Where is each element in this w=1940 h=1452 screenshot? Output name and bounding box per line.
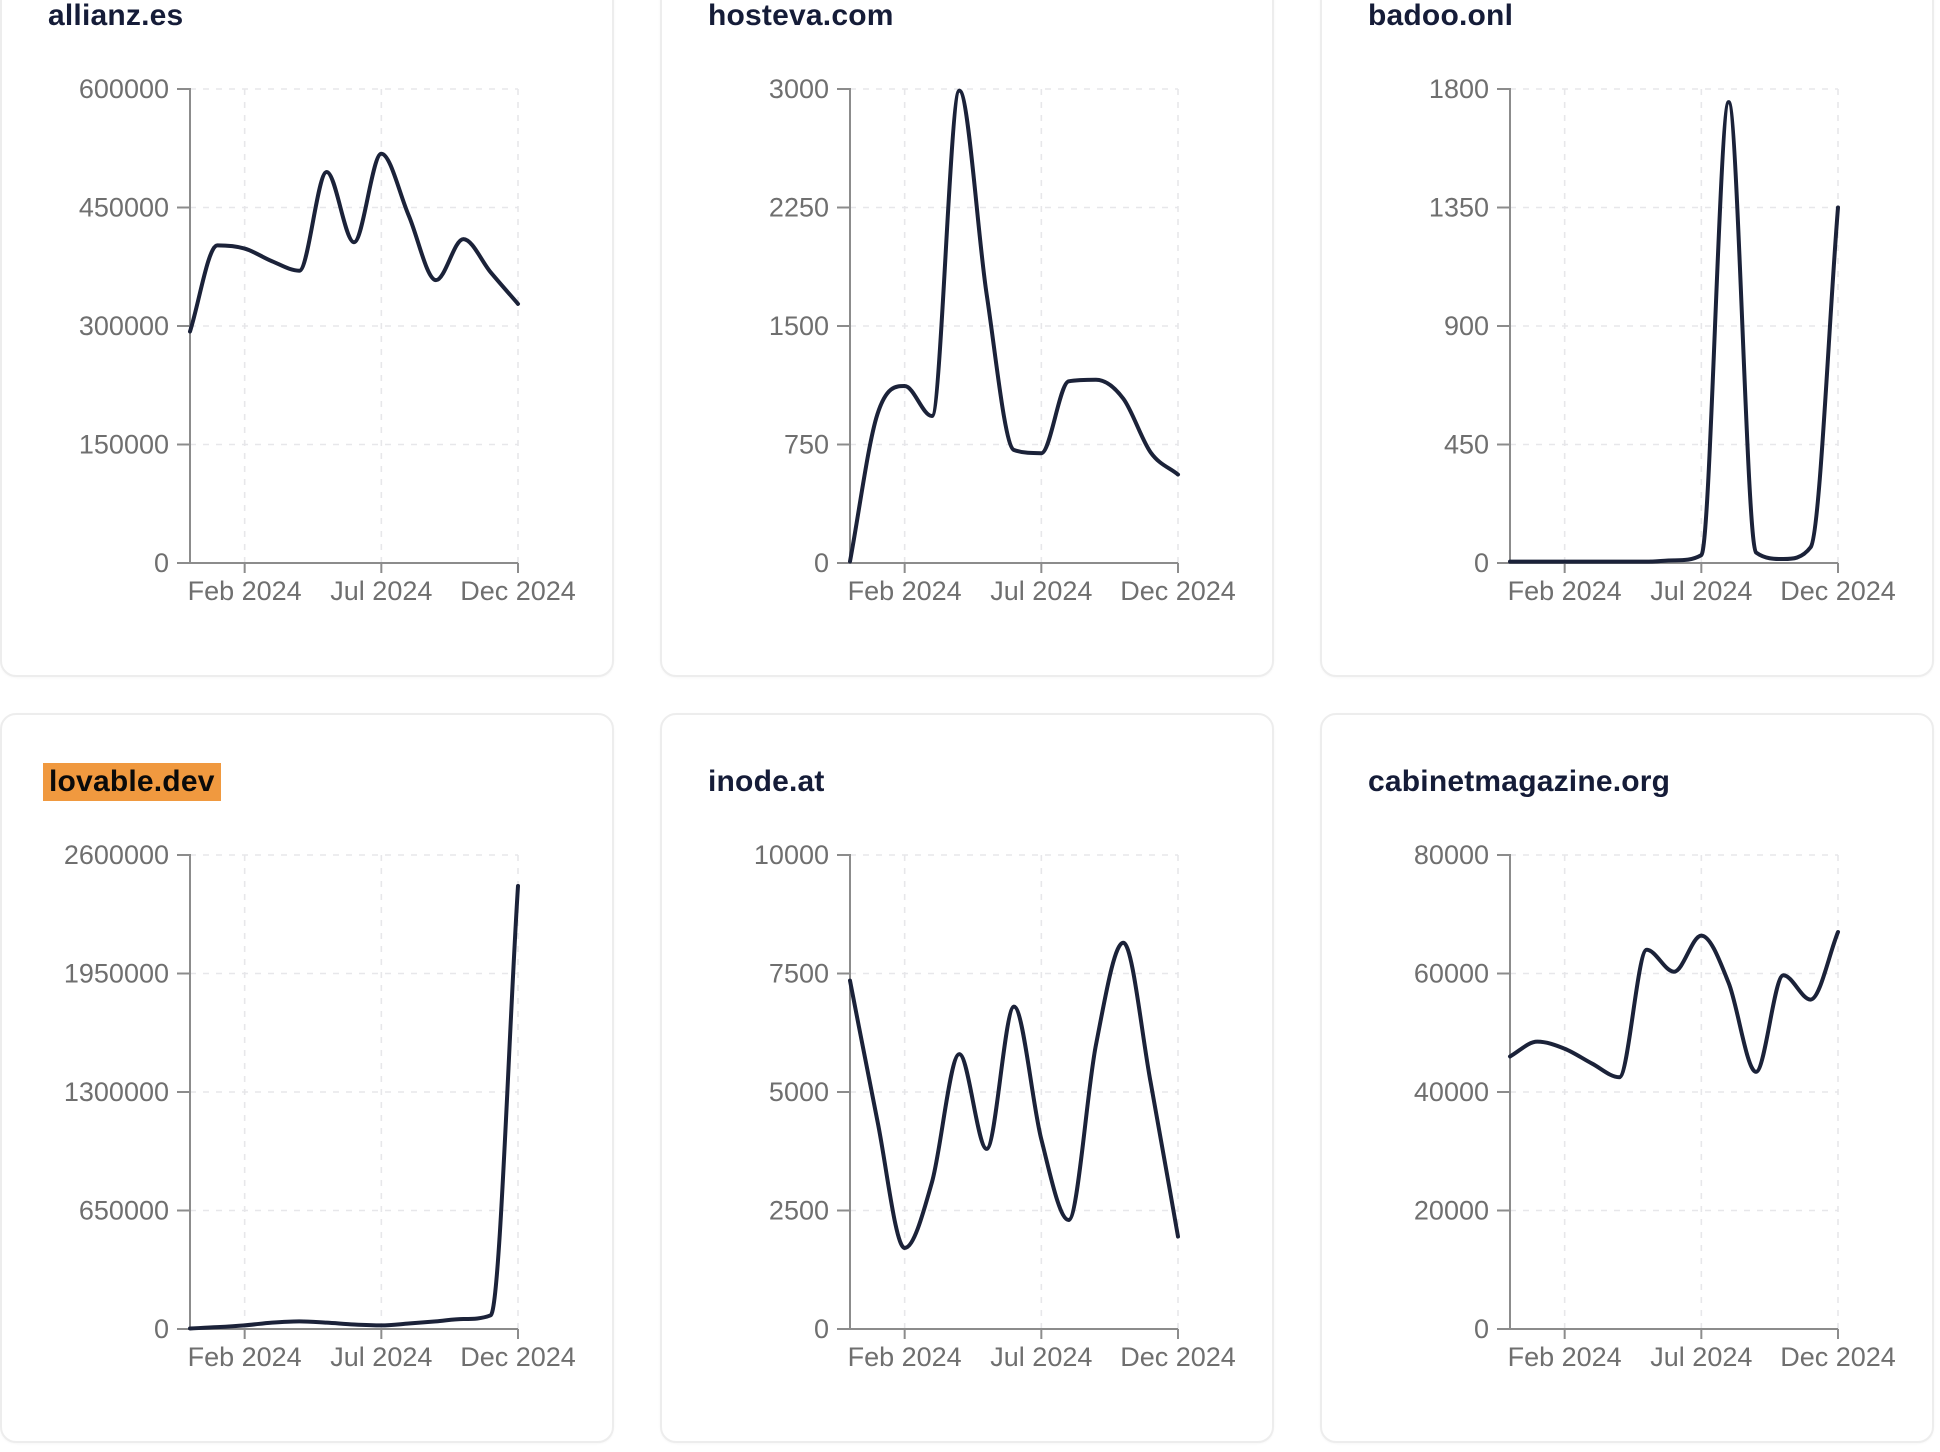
x-axis-tick-label: Feb 2024 <box>1508 1342 1622 1372</box>
x-axis-tick-label: Feb 2024 <box>188 576 302 606</box>
y-axis <box>837 854 851 1330</box>
domain-title-text: lovable.dev <box>43 763 221 801</box>
y-axis-tick-label: 3000 <box>769 74 829 104</box>
domain-card[interactable]: lovable.dev 0 650000 1300000 1950000 2600000… <box>0 713 614 1443</box>
domain-title-text: badoo.onl <box>1368 0 1514 32</box>
y-axis-tick-label: 0 <box>1474 548 1489 578</box>
y-axis <box>177 88 191 564</box>
y-axis-tick-label: 0 <box>154 548 169 578</box>
y-axis-tick-label: 750 <box>784 430 829 460</box>
domain-title-text: inode.at <box>708 765 825 798</box>
x-axis-tick-label: Dec 2024 <box>1120 576 1236 606</box>
x-axis-tick-label: Dec 2024 <box>1780 1342 1896 1372</box>
y-axis-tick-label: 80000 <box>1414 840 1489 870</box>
domain-card[interactable]: badoo.onl 0 450 900 1350 1800 Feb 2024 Jul 202… <box>1320 0 1934 677</box>
traffic-chart[interactable]: 0 650000 1300000 1950000 2600000 Feb 2024 Jul … <box>2 715 616 1445</box>
x-axis <box>850 1328 1179 1339</box>
x-axis-tick-label: Jul 2024 <box>1650 1342 1752 1372</box>
x-axis-tick-label: Jul 2024 <box>330 1342 432 1372</box>
y-axis-tick-label: 0 <box>154 1314 169 1344</box>
y-axis-tick-label: 7500 <box>769 959 829 989</box>
gridlines <box>190 88 519 563</box>
y-axis <box>837 88 851 564</box>
domain-title-text: cabinetmagazine.org <box>1368 765 1671 798</box>
x-axis-tick-label: Feb 2024 <box>848 576 962 606</box>
y-axis-tick-label: 650000 <box>79 1196 169 1226</box>
x-axis-tick-label: Dec 2024 <box>1120 1342 1236 1372</box>
chart-line <box>188 883 520 1331</box>
traffic-chart[interactable]: 0 20000 40000 60000 80000 Feb 2024 Jul 2024 Dec… <box>1322 715 1936 1445</box>
chart-line <box>1508 100 1840 564</box>
y-axis-tick-label: 450000 <box>79 193 169 223</box>
domain-title: cabinetmagazine.org <box>1368 765 1670 799</box>
x-axis <box>1510 1328 1839 1339</box>
domain-card[interactable]: hosteva.com 0 750 1500 2250 3000 Feb 2024 Jul … <box>660 0 1274 677</box>
y-axis-tick-label: 1800 <box>1429 74 1489 104</box>
x-axis-tick-label: Dec 2024 <box>1780 576 1896 606</box>
gridlines <box>190 854 519 1329</box>
y-axis-tick-label: 1350 <box>1429 193 1489 223</box>
y-axis-tick-label: 900 <box>1444 311 1489 341</box>
x-axis <box>190 562 519 573</box>
y-axis-tick-label: 20000 <box>1414 1196 1489 1226</box>
y-axis-tick-label: 150000 <box>79 430 169 460</box>
x-axis-tick-label: Jul 2024 <box>330 576 432 606</box>
x-axis-tick-label: Feb 2024 <box>188 1342 302 1372</box>
y-axis-tick-label: 0 <box>1474 1314 1489 1344</box>
y-axis-tick-label: 0 <box>814 548 829 578</box>
x-axis-tick-label: Feb 2024 <box>1508 576 1622 606</box>
x-axis-tick-label: Dec 2024 <box>460 576 576 606</box>
y-axis-tick-label: 0 <box>814 1314 829 1344</box>
y-axis-tick-label: 10000 <box>754 840 829 870</box>
x-axis-tick-label: Dec 2024 <box>460 1342 576 1372</box>
chart-line <box>1508 930 1840 1080</box>
y-axis-tick-label: 300000 <box>79 311 169 341</box>
y-axis-tick-label: 600000 <box>79 74 169 104</box>
domain-card[interactable]: inode.at 0 2500 5000 7500 10000 Feb 2024 Jul 2… <box>660 713 1274 1443</box>
x-axis-tick-label: Jul 2024 <box>990 1342 1092 1372</box>
traffic-chart[interactable]: 0 750 1500 2250 3000 Feb 2024 Jul 2024 Dec 2024 <box>662 0 1276 679</box>
domain-card[interactable]: allianz.es 0 150000 300000 450000 600000 Feb … <box>0 0 614 677</box>
y-axis <box>1497 854 1511 1330</box>
traffic-chart[interactable]: 0 2500 5000 7500 10000 Feb 2024 Jul 2024 Dec 20… <box>662 715 1276 1445</box>
y-axis-tick-label: 1950000 <box>64 959 169 989</box>
y-axis-tick-label: 2250 <box>769 193 829 223</box>
x-axis <box>1510 562 1839 573</box>
y-axis-tick-label: 1500 <box>769 311 829 341</box>
gridlines <box>1510 854 1839 1329</box>
domain-title: hosteva.com <box>708 0 894 33</box>
chart-line <box>848 88 1180 564</box>
domain-title: inode.at <box>708 765 825 799</box>
gridlines <box>850 854 1179 1329</box>
y-axis-tick-label: 2500 <box>769 1196 829 1226</box>
x-axis-tick-label: Jul 2024 <box>1650 576 1752 606</box>
chart-line <box>188 151 520 334</box>
x-axis-tick-label: Jul 2024 <box>990 576 1092 606</box>
domain-card[interactable]: cabinetmagazine.org 0 20000 40000 60000 8000… <box>1320 713 1934 1443</box>
traffic-chart[interactable]: 0 450 900 1350 1800 Feb 2024 Jul 2024 Dec 2024 <box>1322 0 1936 679</box>
traffic-chart[interactable]: 0 150000 300000 450000 600000 Feb 2024 Jul 202… <box>2 0 616 679</box>
y-axis <box>1497 88 1511 564</box>
gridlines <box>850 88 1179 563</box>
domain-title: allianz.es <box>48 0 183 33</box>
y-axis-tick-label: 2600000 <box>64 840 169 870</box>
y-axis <box>177 854 191 1330</box>
domain-title-text: allianz.es <box>48 0 184 32</box>
x-axis-tick-label: Feb 2024 <box>848 1342 962 1372</box>
y-axis-tick-label: 40000 <box>1414 1077 1489 1107</box>
domain-title: badoo.onl <box>1368 0 1513 33</box>
domain-title: lovable.dev <box>43 763 221 801</box>
domain-title-text: hosteva.com <box>708 0 894 32</box>
chart-line <box>848 940 1180 1250</box>
x-axis <box>850 562 1179 573</box>
y-axis-tick-label: 5000 <box>769 1077 829 1107</box>
y-axis-tick-label: 1300000 <box>64 1077 169 1107</box>
y-axis-tick-label: 60000 <box>1414 959 1489 989</box>
y-axis-tick-label: 450 <box>1444 430 1489 460</box>
x-axis <box>190 1328 519 1339</box>
gridlines <box>1510 88 1839 563</box>
